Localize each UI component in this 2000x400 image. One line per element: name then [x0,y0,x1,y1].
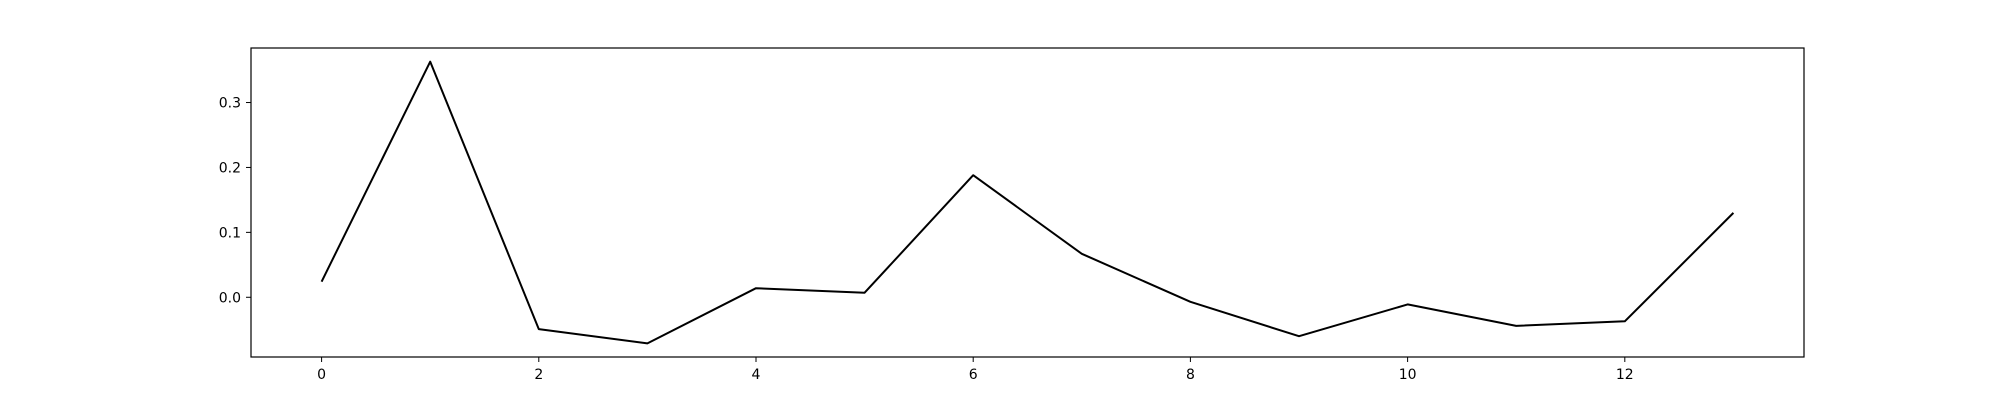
y-tick-label: 0.1 [219,225,241,241]
x-tick-label: 8 [1186,367,1195,383]
y-tick-label: 0.0 [219,290,241,306]
x-tick-label: 4 [752,367,761,383]
series-layer [320,60,1735,345]
x-tick-labels: 0 2 4 6 8 10 12 [317,367,1634,383]
y-tick-label: 0.2 [219,160,241,176]
y-tick-labels: 0.0 0.1 0.2 0.3 [219,96,241,307]
x-tick-marks [321,357,1626,362]
y-tick-marks [246,102,251,298]
plot-area-frame [250,47,1805,358]
y-tick-label: 0.3 [219,96,241,112]
x-tick-label: 10 [1399,367,1417,383]
x-tick-label: 6 [969,367,978,383]
x-tick-label: 12 [1616,367,1634,383]
x-tick-label: 0 [317,367,326,383]
series-line-0 [320,60,1735,345]
x-tick-label: 2 [534,367,543,383]
